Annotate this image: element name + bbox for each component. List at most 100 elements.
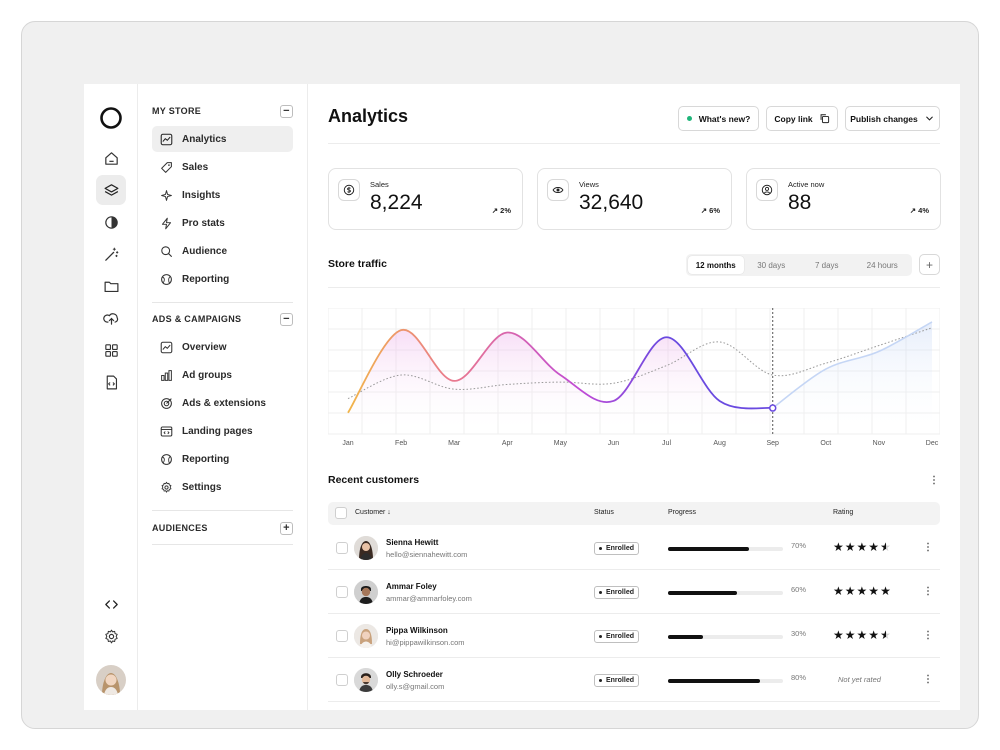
copy-link-label: Copy link [774,113,813,124]
globe-icon [161,273,172,285]
range-24-hours[interactable]: 24 hours [866,260,898,270]
chart-icon [160,341,173,353]
status-label: Enrolled [605,589,634,596]
nav-item-label: Audience [182,245,228,257]
user-avatar[interactable] [96,665,126,695]
nav-item-ad-groups[interactable]: Ad groups [152,362,293,388]
section-audiences: AUDIENCES + [152,520,293,536]
progress-percent: 60% [791,585,807,594]
row-checkbox[interactable] [336,542,348,554]
star-icon: ★ [856,584,869,598]
user-icon [756,179,778,201]
table-row[interactable]: Olly Schroeder olly.s@gmail.com Enrolled… [328,658,940,702]
x-tick-label: Mar [448,440,461,447]
stat-card-active-now: Active now 88 ↗ 4% [746,168,941,230]
collapse-button[interactable]: − [280,312,293,326]
nav-item-sales[interactable]: Sales [152,154,293,180]
customer-name: Ammar Foley [386,582,437,591]
upload-cloud-icon[interactable] [96,303,126,333]
nav-item-label: Reporting [182,273,230,285]
magic-wand-icon[interactable] [96,239,126,269]
column-rating: Rating [833,509,854,516]
logo-ring-icon[interactable] [96,103,126,133]
table-row[interactable]: Ammar Foley ammar@ammarfoley.com Enrolle… [328,570,940,614]
contrast-icon[interactable] [96,207,126,237]
x-tick-label: Jun [607,440,620,447]
nav-item-settings[interactable]: Settings [152,474,293,500]
status-label: Enrolled [605,677,634,684]
table-row[interactable]: Pippa Wilkinson hi@pippawilkinson.com En… [328,614,940,658]
status-badge: Enrolled [594,674,639,687]
nav-item-label: Sales [182,161,209,173]
range-30-days[interactable]: 30 days [757,260,786,270]
home-icon[interactable] [96,143,126,173]
expand-button[interactable]: + [280,521,293,535]
settings-gear-icon[interactable] [96,621,126,651]
app-window: MY STORE − Analytics Sales Insights Pro … [84,84,960,710]
whats-new-button[interactable]: What's new? [678,106,759,131]
nav-item-audience[interactable]: Audience [152,238,293,264]
progress-fill [668,547,749,551]
x-tick-label: Dec [925,440,939,447]
star-icon: ★ [880,540,892,554]
nav-item-landing-pages[interactable]: Landing pages [152,418,293,444]
nav-item-insights[interactable]: Insights [152,182,293,208]
column-customer[interactable]: Customer ↓ [355,509,391,516]
nav-item-analytics[interactable]: Analytics [152,126,293,152]
tag-icon [161,161,172,173]
copy-icon [820,114,829,124]
store-traffic-title: Store traffic [328,258,387,270]
range-12-months[interactable]: 12 months [688,256,744,274]
code-icon[interactable] [96,589,126,619]
column-label: Customer [355,509,386,516]
range-7-days[interactable]: 7 days [814,260,839,270]
nav-item-reporting[interactable]: Reporting [152,266,293,292]
file-code-icon[interactable] [96,367,126,397]
row-checkbox[interactable] [336,674,348,686]
progress-bar [668,679,783,683]
row-more-icon[interactable]: ⋮ [923,586,933,597]
add-range-button[interactable]: + [919,254,940,275]
status-label: Enrolled [605,633,634,640]
section-ads-campaigns: ADS & CAMPAIGNS − [152,311,293,327]
x-tick-label: Aug [713,440,726,447]
star-rating: ★★★★★ [833,628,892,642]
x-tick-label: Jan [342,440,354,447]
customer-email: olly.s@gmail.com [386,682,445,691]
status-label: Enrolled [605,545,634,552]
layers-icon[interactable] [96,175,126,205]
grid-icon[interactable] [96,335,126,365]
side-nav: MY STORE − Analytics Sales Insights Pro … [138,84,308,710]
main-content: Analytics What's new? Copy link Publish … [308,84,960,710]
more-options-icon[interactable]: ⋮ [929,475,939,486]
table-row[interactable]: Sienna Hewitt hello@siennahewitt.com Enr… [328,526,940,570]
progress-bar [668,547,783,551]
nav-item-label: Ads & extensions [182,397,266,409]
folder-icon[interactable] [96,271,126,301]
select-all-checkbox[interactable] [335,507,347,519]
row-checkbox[interactable] [336,586,348,598]
nav-item-ads-reporting[interactable]: Reporting [152,446,293,472]
row-checkbox[interactable] [336,630,348,642]
star-icon: ★ [868,584,881,598]
customer-name: Sienna Hewitt [386,538,439,547]
nav-item-label: Insights [182,189,221,201]
row-more-icon[interactable]: ⋮ [923,674,933,685]
avatar [354,624,378,648]
copy-link-button[interactable]: Copy link [766,106,838,131]
row-more-icon[interactable]: ⋮ [923,542,933,553]
nav-item-ads-extensions[interactable]: Ads & extensions [152,390,293,416]
gear-icon [161,481,172,493]
publish-changes-button[interactable]: Publish changes [845,106,940,131]
x-tick-label: May [553,440,567,447]
code-window-icon [160,426,173,436]
nav-item-pro-stats[interactable]: Pro stats [152,210,293,236]
star-icon: ★ [880,584,892,598]
nav-item-overview[interactable]: Overview [152,334,293,360]
x-tick-label: Feb [395,440,408,447]
nav-item-label: Ad groups [182,369,232,381]
collapse-button[interactable]: − [280,104,293,118]
rating-placeholder: Not yet rated [838,675,881,684]
row-more-icon[interactable]: ⋮ [923,630,933,641]
column-progress: Progress [668,509,697,516]
